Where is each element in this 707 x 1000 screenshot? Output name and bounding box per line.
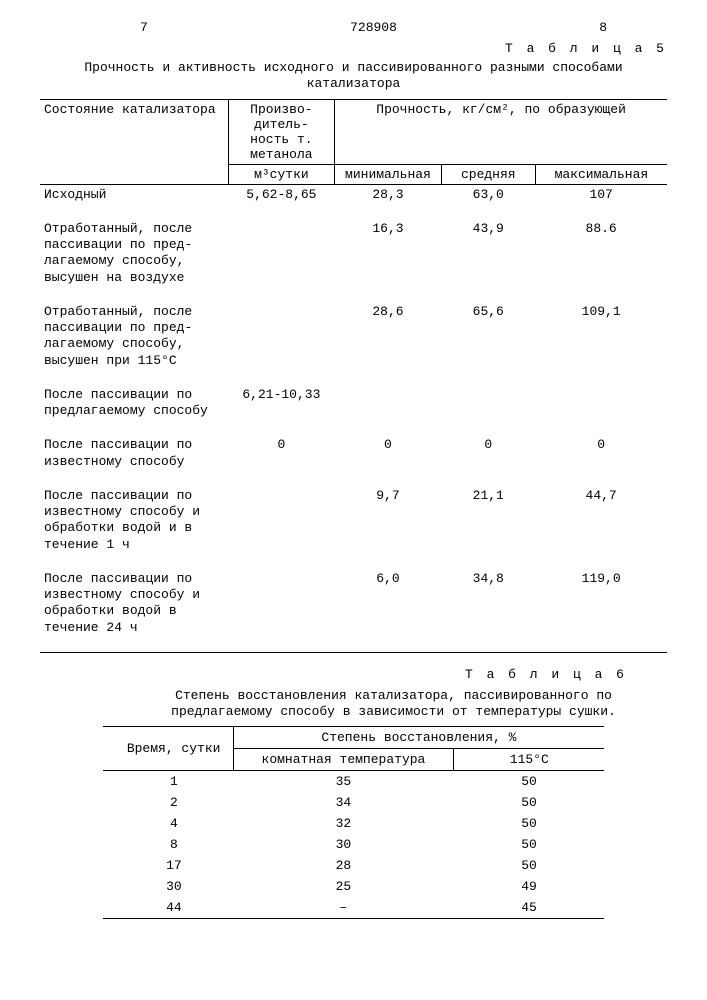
table5-body: Исходный5,62-8,6528,363,0107 Отработанный… <box>40 185 667 652</box>
table-row: 302549 <box>103 876 605 897</box>
t6-h-deg: Степень восстановления, % <box>233 727 604 749</box>
t6-room: 30 <box>233 834 454 855</box>
t5-h-prod-l2: дитель- <box>254 117 309 132</box>
t5-h-prod-l1: Произво- <box>250 102 312 117</box>
table-row: После пассивации по известному способу и… <box>40 569 667 638</box>
t5-row-v4: 119,0 <box>535 569 667 638</box>
table5-caption: Прочность и активность исходного и пасси… <box>40 60 667 93</box>
t5-row-v3: 63,0 <box>441 185 535 205</box>
t5-row-v4: 109,1 <box>535 302 667 371</box>
table-row: Отработанный, после пассивации по пред­л… <box>40 219 667 288</box>
t6-time: 1 <box>103 771 233 792</box>
t5-row-label: После пассивации по предлагаемому спо­со… <box>40 385 228 422</box>
table-row: 172850 <box>103 855 605 876</box>
table-row: 23450 <box>103 792 605 813</box>
t5-row-v4: 107 <box>535 185 667 205</box>
t5-row-v4 <box>535 385 667 422</box>
t5-row-v1 <box>228 219 335 288</box>
table-row: Отработанный, после пассивации по пред­л… <box>40 302 667 371</box>
t6-room: – <box>233 897 454 918</box>
t5-row-v1 <box>228 486 335 555</box>
t5-row-v2: 9,7 <box>335 486 442 555</box>
t6-room: 34 <box>233 792 454 813</box>
t6-115: 49 <box>454 876 605 897</box>
t5-h-min: минимальная <box>335 164 442 184</box>
t6-115: 50 <box>454 813 605 834</box>
t5-h-avg: средняя <box>441 164 535 184</box>
table6-rule-bot <box>103 918 605 919</box>
t5-h-prod: Произво- дитель- ность т. метанола <box>228 100 335 165</box>
page-num-right: 8 <box>599 20 607 35</box>
t5-row-v3: 21,1 <box>441 486 535 555</box>
t6-room: 25 <box>233 876 454 897</box>
t6-time: 8 <box>103 834 233 855</box>
t5-row-v2: 6,0 <box>335 569 442 638</box>
t5-row-v3: 34,8 <box>441 569 535 638</box>
table-row: После пассивации по известному спосо­бу0… <box>40 435 667 472</box>
t5-h-state: Состояние катализатора <box>40 100 228 184</box>
t6-room: 35 <box>233 771 454 792</box>
table5: Состояние катализатора Произво- дитель- … <box>40 100 667 184</box>
t6-h-time: Время, сутки <box>103 727 233 770</box>
t6-room: 32 <box>233 813 454 834</box>
table5-rule-bot <box>40 652 667 653</box>
t6-time: 17 <box>103 855 233 876</box>
t5-row-v3: 43,9 <box>441 219 535 288</box>
t6-115: 50 <box>454 771 605 792</box>
page-num-left: 7 <box>140 20 148 35</box>
t6-room: 28 <box>233 855 454 876</box>
t5-row-v1: 0 <box>228 435 335 472</box>
t5-row-v2: 0 <box>335 435 442 472</box>
t5-row-v3 <box>441 385 535 422</box>
table6-body: 1355023450432508305017285030254944–45 <box>103 771 605 918</box>
t6-time: 2 <box>103 792 233 813</box>
t5-row-label: После пассивации по известному спосо­бу <box>40 435 228 472</box>
table6-caption: Степень восстановления катализатора, пас… <box>160 688 627 721</box>
t5-row-v1: 6,21-10,33 <box>228 385 335 422</box>
t5-row-v2: 28,6 <box>335 302 442 371</box>
t5-row-label: Отработанный, после пассивации по пред­л… <box>40 219 228 288</box>
t6-time: 30 <box>103 876 233 897</box>
t5-row-v2 <box>335 385 442 422</box>
t5-row-v4: 0 <box>535 435 667 472</box>
doc-number: 728908 <box>350 20 397 35</box>
page-header: 7 728908 8 <box>40 20 667 35</box>
t6-115: 45 <box>454 897 605 918</box>
t5-row-label: Исходный <box>40 185 228 205</box>
table-row: 44–45 <box>103 897 605 918</box>
t5-row-v3: 0 <box>441 435 535 472</box>
t5-row-v1 <box>228 302 335 371</box>
table-row: 43250 <box>103 813 605 834</box>
t5-row-v1: 5,62-8,65 <box>228 185 335 205</box>
t5-row-v4: 88.6 <box>535 219 667 288</box>
table-row: 13550 <box>103 771 605 792</box>
t6-115: 50 <box>454 855 605 876</box>
table5-label: Т а б л и ц а 5 <box>40 41 667 56</box>
t5-h-prod-l3: ность т. <box>250 132 312 147</box>
t5-row-v2: 28,3 <box>335 185 442 205</box>
t5-h-unit: м³сутки <box>228 164 335 184</box>
t5-row-v3: 65,6 <box>441 302 535 371</box>
t5-row-v1 <box>228 569 335 638</box>
table-row: Исходный5,62-8,6528,363,0107 <box>40 185 667 205</box>
t6-115: 50 <box>454 834 605 855</box>
t5-h-max: максимальная <box>535 164 667 184</box>
t6-time: 44 <box>103 897 233 918</box>
t5-row-label: Отработанный, после пассивации по пред­л… <box>40 302 228 371</box>
t6-115: 50 <box>454 792 605 813</box>
table-row: 83050 <box>103 834 605 855</box>
t6-h-115: 115°С <box>454 749 605 771</box>
table-row: После пассивации по предлагаемому спо­со… <box>40 385 667 422</box>
t5-row-label: После пассивации по известному способу и… <box>40 569 228 638</box>
table-row: После пассивации по известному способу и… <box>40 486 667 555</box>
t5-h-prod-l4: метанола <box>250 147 312 162</box>
t5-h-strength: Прочность, кг/см², по образующей <box>335 100 667 165</box>
t6-h-room: комнатная температура <box>233 749 454 771</box>
t6-time: 4 <box>103 813 233 834</box>
t5-row-label: После пассивации по известному способу и… <box>40 486 228 555</box>
t5-row-v4: 44,7 <box>535 486 667 555</box>
t5-row-v2: 16,3 <box>335 219 442 288</box>
table6-label: Т а б л и ц а 6 <box>40 667 667 682</box>
table6-head: Время, сутки Степень восстановления, % к… <box>103 727 605 770</box>
